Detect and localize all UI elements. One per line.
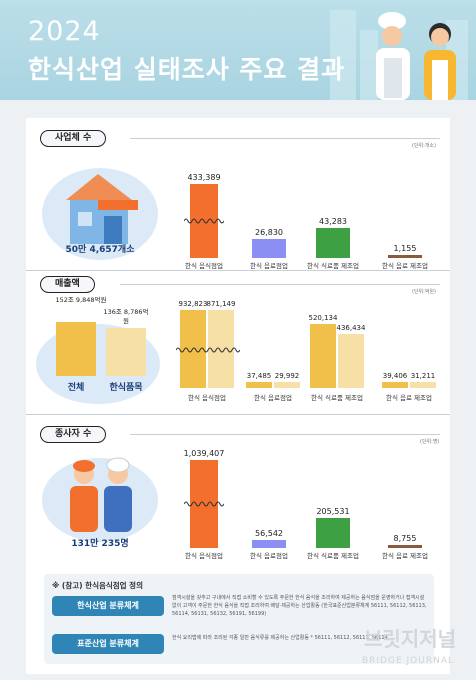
category-label: 한식 음식점업 (188, 394, 226, 402)
watermark-main: 브릿지저널 (364, 627, 456, 651)
bar-value-label: 433,389 (187, 173, 221, 182)
unit-label: (단위:억원) (412, 289, 436, 295)
bar-value-label: 1,155 (393, 244, 417, 253)
sales-hansik-bar (106, 328, 146, 376)
bar-0-3 (388, 255, 422, 258)
page-title: 한식산업 실태조사 주요 결과 (28, 55, 346, 84)
sales-total-value: 152조 9,848억원 (55, 296, 107, 304)
workers-total: 131만 235명 (71, 539, 129, 549)
business-total: 50만 4,657개소 (65, 245, 135, 255)
sales-bar-0-1 (208, 310, 234, 388)
chefs-illustration (376, 12, 456, 100)
axis-break-icon (184, 501, 224, 507)
divider (120, 284, 440, 285)
category-label: 한식 음료점업 (250, 262, 288, 270)
bar-value-label: 31,211 (410, 372, 436, 380)
bar-value-label: 436,434 (336, 324, 366, 333)
bar-1-2 (316, 518, 350, 548)
bar-value-label: 1,039,407 (183, 449, 225, 458)
definition-pill-hansik: 한식산업 분류체계 (52, 596, 164, 616)
bar-value-label: 29,992 (274, 372, 300, 380)
workers-illustration (42, 457, 158, 542)
category-label: 한식 음료 제조업 (386, 394, 432, 402)
axis-break-icon (176, 347, 240, 353)
section-label-workers: 종사자 수 (40, 426, 107, 443)
sales-bar-2-0 (310, 324, 336, 388)
category-label: 한식 음식점업 (185, 262, 223, 270)
divider (26, 414, 450, 415)
sales-total-bar (56, 322, 96, 376)
building-shape (330, 10, 356, 100)
sales-bar-1-0 (246, 382, 272, 388)
section-label-business: 사업체 수 (40, 130, 107, 147)
bar-1-3 (388, 545, 422, 548)
category-label: 한식 식료품 제조업 (307, 262, 359, 270)
section-label-sales: 매출액 (40, 276, 95, 293)
category-label: 한식 식료품 제조업 (311, 394, 363, 402)
definition-text-standard: 한식 요리법에 따라 조리된 각종 일반 음식류를 제공하는 산업활동 * 56… (172, 635, 388, 641)
bar-value-label: 932,823 (178, 300, 208, 308)
bar-value-label: 520,134 (308, 314, 338, 322)
header-year: 2024 (28, 16, 101, 47)
definition-panel: ※ (참고) 한식음식점업 정의 한식산업 분류체계 점객시설을 갖추고 구내에… (44, 574, 434, 664)
axis-break-icon (184, 218, 224, 224)
sales-bar-3-0 (382, 382, 408, 388)
sales-hansik-value: 136조 8,786억원 (103, 308, 149, 325)
bar-value-label: 37,485 (246, 372, 272, 380)
definition-pill-standard: 표준산업 분류체계 (52, 634, 164, 654)
bar-value-label: 8,755 (393, 534, 417, 543)
definition-text-hansik: 점객시설을 갖추고 구내에서 직접 소비할 수 있도록 주문한 한식 음식을 조… (172, 595, 427, 617)
sales-bar-3-1 (410, 382, 436, 388)
building-shape (360, 30, 378, 100)
divider (130, 138, 440, 139)
category-label: 한식 음식점업 (185, 552, 223, 560)
sales-total-label: 전체 (67, 383, 85, 393)
bar-0-2 (316, 228, 350, 258)
bar-value-label: 205,531 (316, 507, 350, 516)
unit-label: (단위:명) (420, 439, 440, 445)
category-label: 한식 음료 제조업 (382, 262, 428, 270)
divider (26, 270, 450, 271)
divider (130, 434, 440, 435)
bar-value-label: 39,406 (382, 372, 408, 380)
bar-0-1 (252, 239, 286, 258)
unit-label: (단위:개소) (412, 143, 436, 149)
sales-bar-2-1 (338, 334, 364, 388)
bar-1-1 (252, 539, 286, 548)
sales-hansik-label: 한식품목 (109, 383, 143, 393)
category-label: 한식 식료품 제조업 (307, 552, 359, 560)
category-label: 한식 음료 제조업 (382, 552, 428, 560)
sales-bar-1-1 (274, 382, 300, 388)
bar-value-label: 56,542 (255, 528, 283, 538)
bar-value-label: 43,283 (319, 217, 347, 226)
category-label: 한식 음료점업 (250, 552, 288, 560)
infographic-panel: 사업체 수 (단위:개소) 50만 4,657개소 매출액 (단위:억원) 15… (26, 118, 450, 674)
header-banner: 2024 한식산업 실태조사 주요 결과 (0, 0, 476, 100)
bar-value-label: 871,149 (206, 300, 236, 308)
definition-title: ※ (참고) 한식음식점업 정의 (52, 581, 143, 590)
shop-illustration (42, 168, 158, 260)
bar-value-label: 26,830 (255, 228, 283, 238)
watermark-sub: BRIDGE JOURNAL (361, 656, 454, 666)
category-label: 한식 음료점업 (254, 394, 292, 402)
